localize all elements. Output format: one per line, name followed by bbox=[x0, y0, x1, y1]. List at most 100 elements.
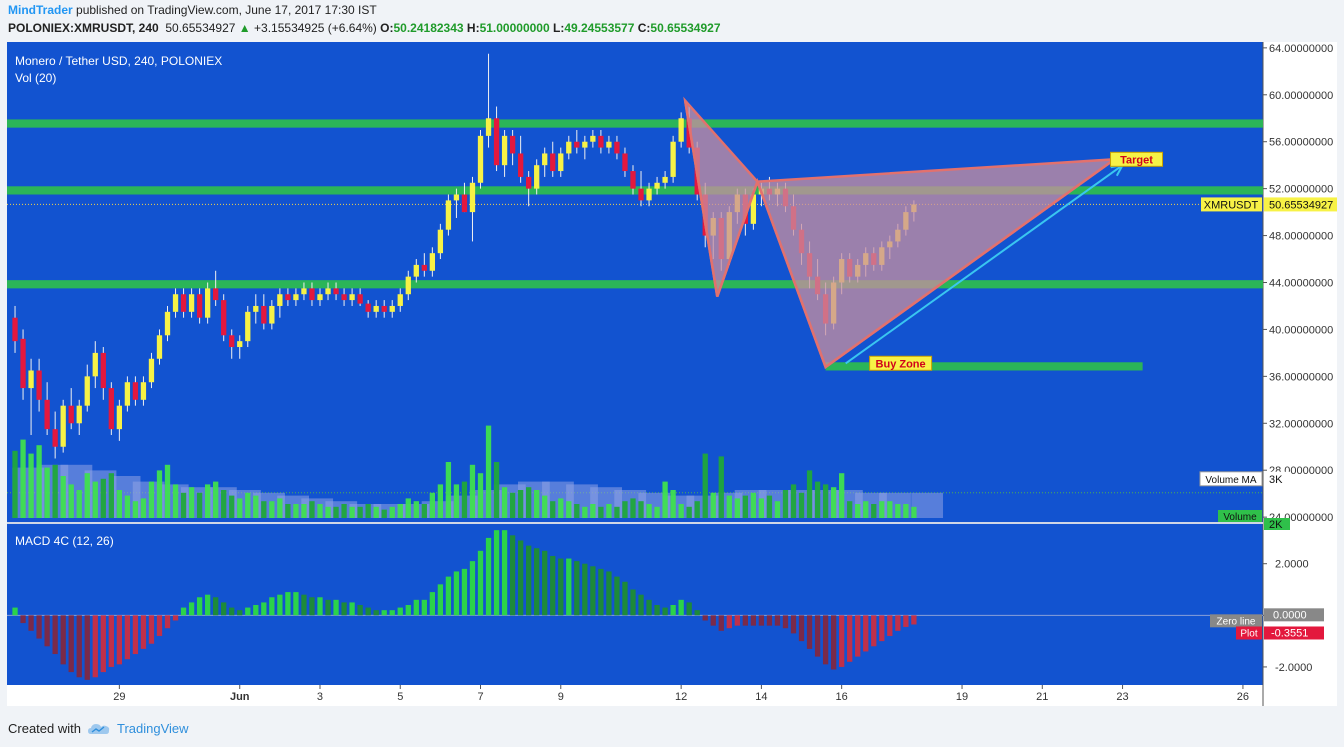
zone-resistance[interactable] bbox=[7, 119, 1263, 128]
candle[interactable] bbox=[630, 165, 636, 195]
candle[interactable] bbox=[405, 270, 411, 301]
zone-buy-zone[interactable] bbox=[825, 362, 1143, 371]
candle[interactable] bbox=[582, 135, 588, 160]
candle[interactable] bbox=[429, 247, 436, 277]
candle[interactable] bbox=[100, 347, 106, 400]
candle[interactable] bbox=[421, 253, 427, 277]
candle[interactable] bbox=[574, 129, 580, 154]
candle[interactable] bbox=[269, 300, 275, 330]
chart-frame[interactable]: Target Buy Zone 64.00000000 60.00000000 56.… bbox=[7, 42, 1337, 706]
price-tick-label: 48.00000000 bbox=[1269, 231, 1333, 243]
candle[interactable] bbox=[196, 288, 203, 324]
candle[interactable] bbox=[606, 135, 612, 154]
author-link[interactable]: MindTrader bbox=[8, 3, 73, 17]
candle[interactable] bbox=[60, 399, 66, 453]
projection-arrow[interactable] bbox=[845, 164, 1124, 365]
candle[interactable] bbox=[453, 188, 460, 218]
candle[interactable] bbox=[156, 329, 163, 365]
candle[interactable] bbox=[12, 305, 18, 353]
candle[interactable] bbox=[517, 135, 524, 183]
candle[interactable] bbox=[325, 282, 331, 301]
candle[interactable] bbox=[28, 358, 34, 436]
candle[interactable] bbox=[20, 329, 26, 400]
candle[interactable] bbox=[646, 182, 652, 207]
tradingview-brand[interactable]: TradingView bbox=[116, 721, 189, 736]
candle[interactable] bbox=[188, 288, 195, 318]
candle[interactable] bbox=[670, 135, 676, 183]
volume-bar bbox=[582, 506, 588, 518]
candle[interactable] bbox=[437, 223, 444, 260]
candle[interactable] bbox=[542, 147, 548, 177]
zone-pattern-top[interactable] bbox=[7, 186, 1263, 195]
candle[interactable] bbox=[293, 288, 299, 306]
candle[interactable] bbox=[469, 176, 476, 242]
candle[interactable] bbox=[365, 300, 371, 318]
buy-zone-label[interactable]: Buy Zone bbox=[876, 358, 926, 370]
candle[interactable] bbox=[445, 194, 452, 236]
candle[interactable] bbox=[92, 341, 98, 389]
candle[interactable] bbox=[357, 288, 363, 306]
macd-bar bbox=[469, 561, 476, 616]
candle[interactable] bbox=[245, 305, 251, 348]
candle[interactable] bbox=[261, 294, 267, 330]
candle[interactable] bbox=[477, 129, 484, 189]
candle[interactable] bbox=[44, 382, 50, 436]
candle[interactable] bbox=[654, 176, 660, 195]
candle[interactable] bbox=[534, 159, 540, 195]
candle[interactable] bbox=[614, 135, 620, 160]
price-chart[interactable]: Target Buy Zone 64.00000000 60.00000000 56.… bbox=[7, 42, 1337, 706]
candle[interactable] bbox=[493, 106, 500, 172]
candle[interactable] bbox=[349, 288, 355, 306]
candle[interactable] bbox=[164, 305, 171, 342]
candle[interactable] bbox=[461, 182, 468, 213]
candle[interactable] bbox=[389, 300, 395, 318]
candle[interactable] bbox=[485, 53, 492, 148]
zone-support[interactable] bbox=[7, 280, 1263, 289]
candle[interactable] bbox=[277, 288, 283, 318]
candle[interactable] bbox=[509, 129, 516, 166]
candle[interactable] bbox=[526, 171, 532, 207]
candle[interactable] bbox=[317, 288, 323, 306]
candle[interactable] bbox=[622, 147, 628, 177]
candle[interactable] bbox=[148, 352, 155, 389]
candle[interactable] bbox=[566, 135, 572, 160]
candle[interactable] bbox=[558, 147, 564, 177]
candle[interactable] bbox=[84, 364, 90, 412]
candle[interactable] bbox=[413, 259, 419, 283]
candle[interactable] bbox=[204, 282, 211, 324]
candle[interactable] bbox=[550, 141, 556, 177]
candle[interactable] bbox=[180, 288, 187, 318]
candle[interactable] bbox=[253, 294, 259, 324]
candle-body bbox=[325, 288, 331, 295]
candle[interactable] bbox=[229, 329, 235, 359]
candle[interactable] bbox=[285, 288, 291, 306]
candle[interactable] bbox=[213, 270, 219, 306]
candle[interactable] bbox=[68, 388, 74, 430]
candle[interactable] bbox=[309, 282, 315, 306]
candle[interactable] bbox=[172, 288, 179, 318]
volume-bar bbox=[766, 495, 773, 518]
candle[interactable] bbox=[76, 399, 82, 436]
candle[interactable] bbox=[590, 129, 596, 148]
candle[interactable] bbox=[52, 411, 58, 459]
candle[interactable] bbox=[341, 288, 347, 306]
candle[interactable] bbox=[333, 282, 339, 301]
candle[interactable] bbox=[638, 171, 644, 207]
candle[interactable] bbox=[132, 376, 139, 406]
target-label[interactable]: Target bbox=[1120, 154, 1153, 166]
candle[interactable] bbox=[116, 399, 123, 441]
candle[interactable] bbox=[237, 335, 243, 359]
candle[interactable] bbox=[221, 294, 227, 342]
candle[interactable] bbox=[301, 282, 307, 301]
candle[interactable] bbox=[397, 288, 403, 312]
candle[interactable] bbox=[36, 358, 42, 412]
candle[interactable] bbox=[108, 382, 114, 436]
candle[interactable] bbox=[678, 112, 684, 148]
candle[interactable] bbox=[662, 171, 668, 189]
candle[interactable] bbox=[598, 129, 604, 154]
candle[interactable] bbox=[124, 376, 131, 412]
candle[interactable] bbox=[381, 300, 387, 318]
candle[interactable] bbox=[501, 129, 508, 177]
candle[interactable] bbox=[373, 300, 379, 318]
candle[interactable] bbox=[140, 376, 147, 406]
